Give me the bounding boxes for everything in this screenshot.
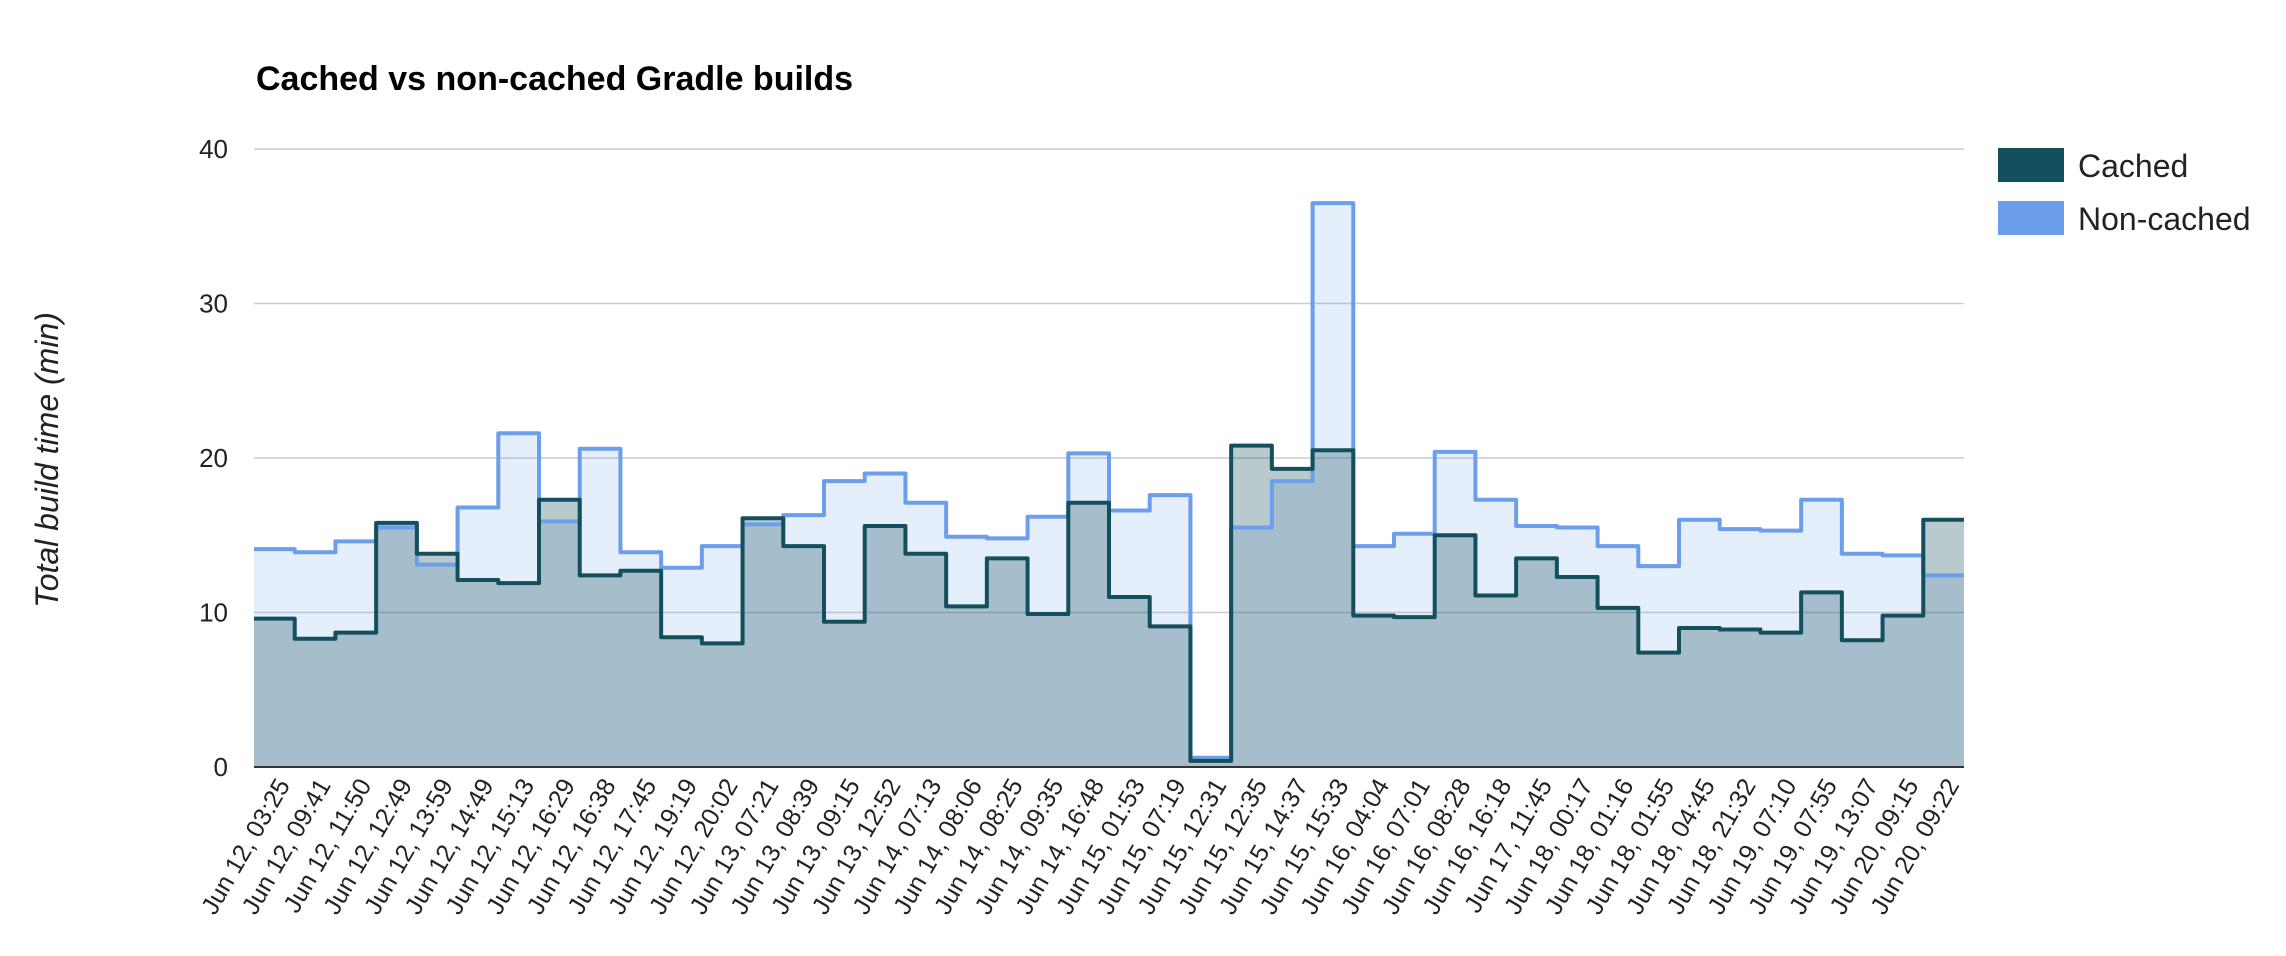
- legend-swatch-cached: [1998, 148, 2064, 182]
- legend-label-cached: Cached: [2078, 148, 2188, 184]
- y-tick-label: 0: [214, 752, 228, 782]
- line-cached: [254, 443, 1964, 763]
- chart-title: Cached vs non-cached Gradle builds: [256, 60, 853, 98]
- legend: Cached Non-cached: [1998, 148, 2251, 237]
- y-tick-label: 30: [199, 289, 228, 319]
- y-tick-label: 40: [199, 134, 228, 164]
- area-cached: [254, 445, 1964, 767]
- legend-swatch-non-cached: [1998, 201, 2064, 235]
- y-tick-label: 10: [199, 598, 228, 628]
- legend-label-non-cached: Non-cached: [2078, 201, 2251, 237]
- y-tick-label: 20: [199, 443, 228, 473]
- y-axis-label: Total build time (min): [29, 312, 65, 608]
- y-tick-labels: 0 10 20 30 40: [199, 134, 228, 782]
- series-lines: [254, 201, 1964, 763]
